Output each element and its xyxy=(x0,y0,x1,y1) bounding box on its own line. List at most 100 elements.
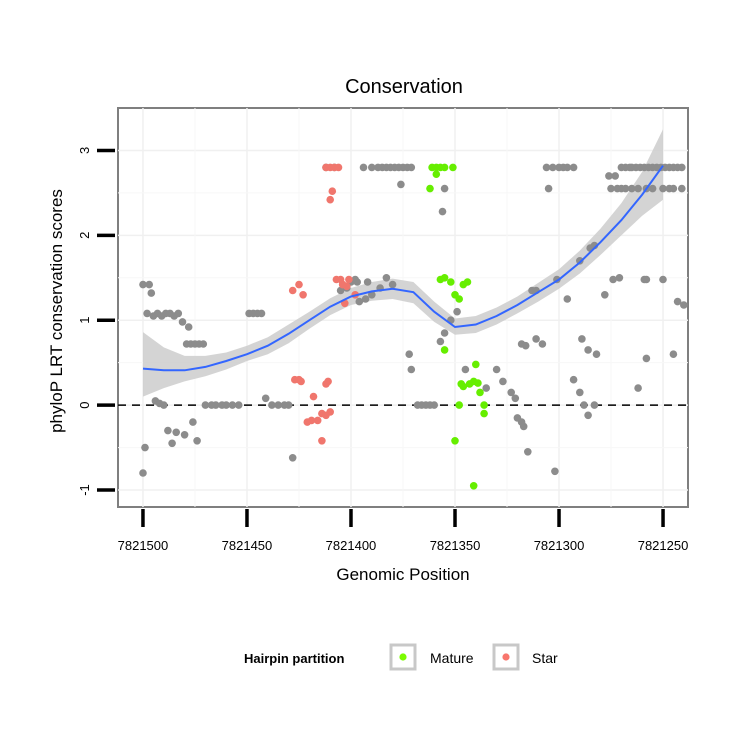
y-axis-label: phyloP LRT conservation scores xyxy=(47,189,66,433)
data-point-mature xyxy=(426,184,434,193)
data-point-other xyxy=(228,401,237,409)
data-point-other xyxy=(261,394,270,403)
data-point-star xyxy=(326,408,335,416)
data-point-mature xyxy=(440,274,449,282)
data-point-other xyxy=(284,401,293,409)
data-point-other xyxy=(592,350,601,359)
data-point-other xyxy=(168,439,176,448)
data-point-other xyxy=(626,163,634,172)
data-point-other xyxy=(507,388,515,397)
data-point-other xyxy=(563,295,572,303)
data-point-other xyxy=(201,401,210,409)
data-point-other xyxy=(621,184,630,193)
data-point-other xyxy=(368,163,376,172)
data-point-star xyxy=(345,275,353,284)
data-point-other xyxy=(584,346,592,354)
data-point-other xyxy=(257,309,266,318)
data-point-mature xyxy=(474,379,482,387)
data-point-other xyxy=(461,365,470,374)
data-point-other xyxy=(678,163,686,172)
data-point-other xyxy=(511,394,520,403)
data-point-mature xyxy=(476,388,484,397)
data-point-mature xyxy=(463,278,472,286)
data-point-other xyxy=(648,184,657,193)
data-point-other xyxy=(440,329,449,337)
data-point-other xyxy=(430,401,439,409)
data-point-other xyxy=(605,172,613,180)
data-point-other xyxy=(551,467,559,476)
data-point-other xyxy=(438,207,447,216)
data-point-other xyxy=(482,384,491,392)
data-point-star xyxy=(334,163,343,172)
legend-label-mature: Mature xyxy=(430,650,474,666)
legend-key-mature xyxy=(389,643,417,671)
data-point-mature xyxy=(480,409,488,418)
data-point-mature xyxy=(449,163,457,172)
data-point-other xyxy=(453,307,461,316)
data-point-other xyxy=(405,350,414,359)
data-point-other xyxy=(199,340,208,348)
data-point-other xyxy=(160,401,168,409)
confidence-band xyxy=(143,129,663,397)
data-point-other xyxy=(521,341,530,350)
chart-title: Conservation xyxy=(345,76,463,98)
x-axis: 7821500 7821450 7821400 7821350 7821300 78212… xyxy=(118,509,688,553)
data-point-other xyxy=(193,437,201,445)
data-point-other xyxy=(590,401,599,409)
x-tick-label: 7821500 xyxy=(118,538,169,553)
data-point-star xyxy=(299,291,307,299)
data-point-other xyxy=(609,275,617,284)
data-point-other xyxy=(532,335,540,343)
data-point-other xyxy=(145,280,153,289)
data-point-other xyxy=(139,469,147,477)
data-point-other xyxy=(143,309,151,318)
data-point-other xyxy=(368,291,376,299)
data-point-other xyxy=(642,354,651,363)
data-point-other xyxy=(576,388,584,397)
grid-lines xyxy=(118,108,688,507)
data-point-mature xyxy=(440,163,449,172)
y-tick-label: 3 xyxy=(77,147,92,154)
data-point-other xyxy=(353,278,362,286)
data-point-star xyxy=(318,437,326,445)
data-point-other xyxy=(611,172,619,180)
data-point-other xyxy=(628,184,636,193)
data-point-other xyxy=(542,163,551,172)
data-point-star xyxy=(324,377,332,386)
series-other-points xyxy=(139,163,688,477)
data-point-mature xyxy=(432,170,441,178)
data-point-star xyxy=(307,416,316,425)
data-point-star xyxy=(328,187,337,195)
data-point-other xyxy=(147,289,156,297)
data-point-other xyxy=(617,163,626,172)
data-point-other xyxy=(234,401,243,409)
y-tick-label: 2 xyxy=(77,232,92,239)
data-point-other xyxy=(180,431,189,439)
data-point-other xyxy=(397,180,405,189)
data-point-other xyxy=(359,163,368,172)
data-point-star xyxy=(313,416,322,425)
data-point-other xyxy=(669,184,678,193)
data-point-other xyxy=(524,448,532,456)
data-point-other xyxy=(172,428,180,437)
data-point-other xyxy=(659,275,667,284)
data-point-other xyxy=(576,257,584,265)
x-tick-label: 7821300 xyxy=(534,538,585,553)
data-point-other xyxy=(669,350,678,359)
data-point-star xyxy=(309,392,318,401)
confidence-band-area xyxy=(143,129,663,397)
legend-key-star xyxy=(492,643,520,671)
data-point-other xyxy=(538,340,547,348)
data-point-mature xyxy=(457,380,466,388)
data-point-other xyxy=(212,401,220,409)
data-point-other xyxy=(174,309,183,318)
data-point-other xyxy=(361,295,370,303)
data-point-other xyxy=(580,401,588,409)
legend: Hairpin partition Mature Star xyxy=(244,643,558,671)
data-point-other xyxy=(268,401,276,409)
data-point-other xyxy=(178,318,187,326)
data-point-other xyxy=(569,163,578,172)
data-point-other xyxy=(678,184,686,193)
data-point-other xyxy=(601,291,609,299)
data-point-other xyxy=(673,297,682,306)
